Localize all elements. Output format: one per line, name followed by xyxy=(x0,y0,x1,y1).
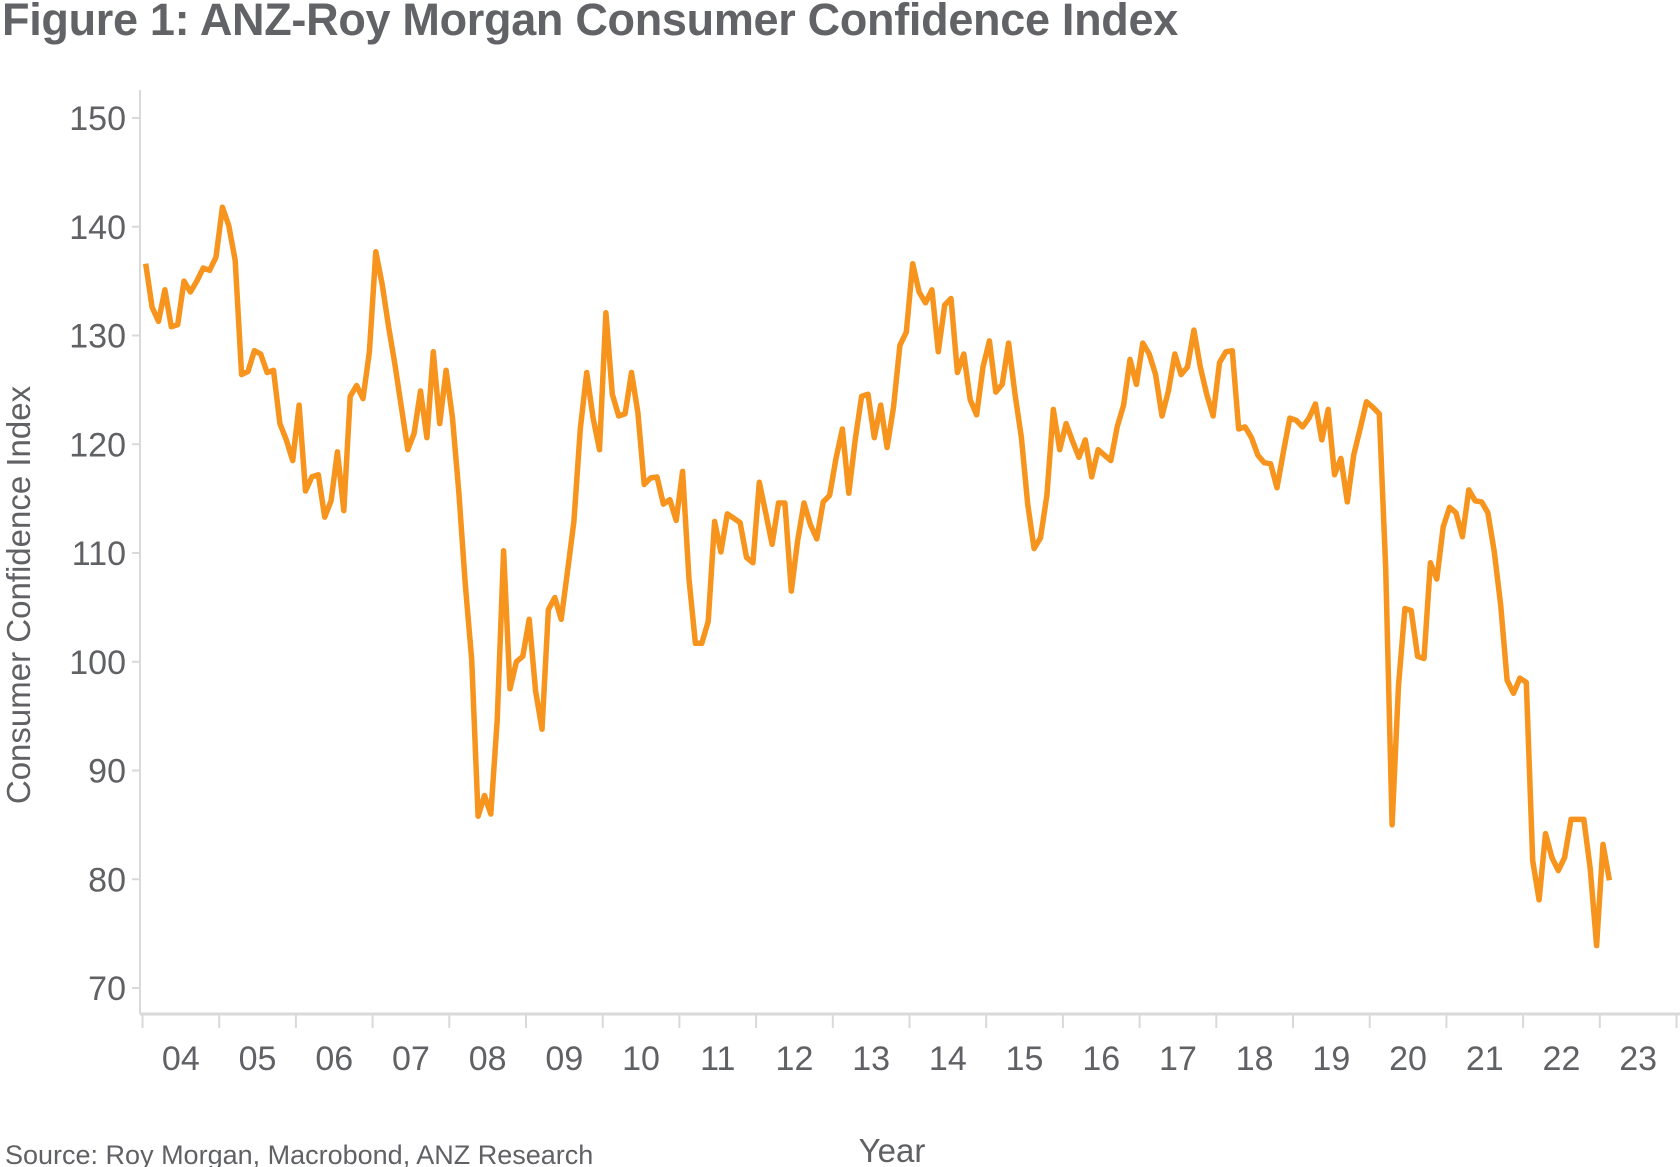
x-tick-label: 18 xyxy=(1236,1040,1274,1078)
x-tick-label: 16 xyxy=(1082,1040,1120,1078)
x-tick-label: 21 xyxy=(1466,1040,1504,1078)
y-tick-label: 130 xyxy=(69,318,126,356)
chart-title: Figure 1: ANZ-Roy Morgan Consumer Confid… xyxy=(2,0,1178,45)
x-tick-label: 19 xyxy=(1312,1040,1350,1078)
x-tick-label: 17 xyxy=(1159,1040,1197,1078)
source-note: Source: Roy Morgan, Macrobond, ANZ Resea… xyxy=(5,1140,593,1167)
series xyxy=(142,204,1613,949)
y-tick-label: 100 xyxy=(69,644,126,682)
y-tick-label: 90 xyxy=(88,753,126,791)
x-tick-label: 08 xyxy=(469,1040,507,1078)
x-ticks: 04 05 06 07 08 09 10 11 12 13 14 15 16 17 18 19 20 21 22 23 xyxy=(141,1014,1678,1078)
x-tick-label: 11 xyxy=(700,1040,735,1078)
y-tick-label: 110 xyxy=(72,535,126,573)
x-tick-label: 06 xyxy=(315,1040,353,1078)
y-tick-label: 150 xyxy=(69,100,126,138)
x-axis-label: Year xyxy=(859,1132,926,1167)
x-tick-label: 07 xyxy=(392,1040,430,1078)
y-axis-label: Consumer Confidence Index xyxy=(0,385,37,804)
x-tick-label: 10 xyxy=(622,1040,660,1078)
x-tick-label: 14 xyxy=(929,1040,967,1078)
x-tick-label: 15 xyxy=(1006,1040,1044,1078)
y-tick-label: 80 xyxy=(88,861,126,899)
x-tick-label: 22 xyxy=(1543,1040,1581,1078)
x-tick-label: 09 xyxy=(545,1040,583,1078)
y-tick-label: 70 xyxy=(88,970,126,1008)
x-tick-label: 20 xyxy=(1389,1040,1427,1078)
y-tick-label: 120 xyxy=(69,426,126,464)
x-tick-label: 23 xyxy=(1619,1040,1657,1078)
y-ticks: 70 80 90 100 110 120 130 140 150 xyxy=(69,100,140,1008)
x-tick-label: 04 xyxy=(162,1040,200,1078)
axes xyxy=(139,90,1680,1016)
x-tick-label: 13 xyxy=(852,1040,890,1078)
x-tick-label: 05 xyxy=(239,1040,277,1078)
x-tick-label: 12 xyxy=(776,1040,814,1078)
y-tick-label: 140 xyxy=(69,209,126,247)
series-line xyxy=(142,204,1613,949)
